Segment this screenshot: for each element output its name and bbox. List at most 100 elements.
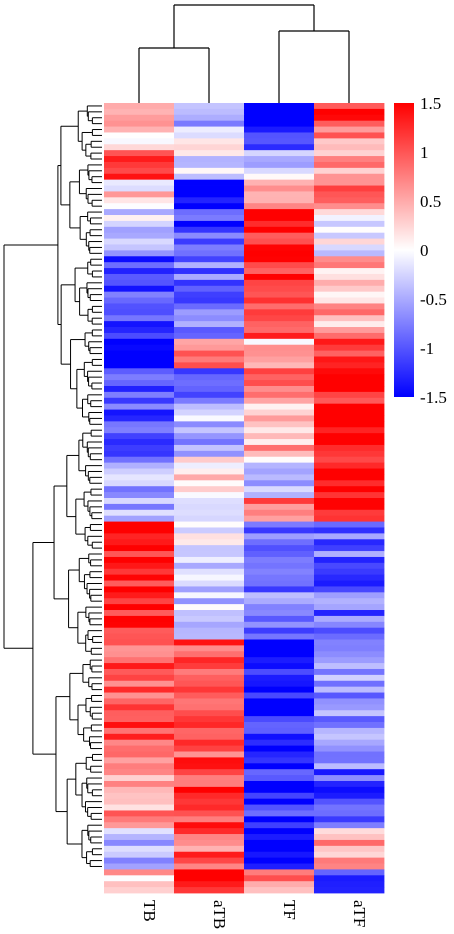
heatmap-cell — [314, 739, 385, 747]
heatmap-cell — [174, 103, 245, 110]
heatmap-cell — [244, 834, 315, 841]
heatmap-cell — [174, 633, 245, 640]
heatmap-cell — [244, 663, 315, 670]
heatmap-cell — [244, 615, 315, 623]
heatmap-cell — [314, 185, 385, 192]
heatmap-cell — [314, 362, 385, 369]
heatmap-cell — [174, 474, 245, 481]
heatmap-cell — [174, 309, 245, 316]
heatmap-cell — [104, 468, 175, 475]
heatmap-cell — [174, 804, 245, 811]
heatmap-cell — [174, 315, 245, 322]
heatmap-cell — [314, 598, 385, 605]
heatmap-cell — [104, 279, 175, 287]
heatmap-cell — [174, 250, 245, 257]
heatmap-cell — [104, 226, 175, 234]
heatmap-cell — [314, 315, 385, 322]
heatmap-cell — [244, 209, 315, 216]
heatmap-cell — [314, 332, 385, 340]
heatmap-cell — [104, 238, 175, 245]
heatmap-cell — [314, 144, 385, 151]
heatmap-cell — [244, 444, 315, 452]
heatmap-cell — [174, 409, 245, 416]
heatmap-cell — [104, 562, 175, 570]
heatmap-cell — [104, 786, 175, 794]
heatmap-cell — [314, 161, 385, 169]
heatmap-cell — [314, 834, 385, 841]
heatmap-cell — [244, 262, 315, 269]
heatmap-cell — [174, 185, 245, 192]
heatmap-cell — [244, 409, 315, 416]
heatmap-cell — [174, 356, 245, 363]
heatmap-cell — [244, 816, 315, 823]
heatmap-cell — [244, 621, 315, 629]
heatmap-cell — [314, 509, 385, 517]
heatmap-cell — [174, 362, 245, 369]
heatmap-cell — [104, 362, 175, 369]
heatmap-cell — [174, 533, 245, 540]
heatmap-cell — [174, 297, 245, 304]
heatmap-cell — [314, 816, 385, 823]
heatmap-cell — [244, 250, 315, 257]
heatmap-cell — [244, 863, 315, 870]
heatmap-cell — [104, 391, 175, 399]
heatmap-cell — [174, 114, 245, 122]
heatmap-cell — [174, 161, 245, 169]
heatmap-cell — [314, 503, 385, 511]
heatmap-cell — [174, 285, 245, 293]
heatmap-cell — [174, 763, 245, 770]
heatmap-cell — [314, 810, 385, 817]
heatmap-cell — [104, 439, 175, 446]
column-label: TB — [140, 900, 159, 922]
heatmap-cell — [314, 804, 385, 811]
heatmap-cell — [314, 114, 385, 122]
heatmap-cell — [244, 503, 315, 511]
heatmap-cell — [174, 444, 245, 452]
heatmap-cell — [244, 692, 315, 699]
heatmap-cell — [244, 332, 315, 340]
heatmap-cell — [244, 391, 315, 399]
heatmap-cell — [174, 368, 245, 375]
heatmap-cell — [104, 698, 175, 705]
heatmap-cell — [244, 350, 315, 357]
heatmap-cell — [174, 350, 245, 357]
heatmap-cell — [314, 828, 385, 835]
heatmap-cell — [174, 786, 245, 794]
heatmap-cell — [314, 651, 385, 658]
heatmap-cell — [174, 739, 245, 747]
heatmap-cell — [104, 462, 175, 469]
heatmap-cell — [244, 380, 315, 387]
heatmap-cell — [244, 545, 315, 552]
heatmap-cell — [314, 232, 385, 239]
heatmap-cell — [314, 374, 385, 381]
heatmap-cell — [314, 350, 385, 357]
heatmap-cell — [244, 716, 315, 723]
heatmap-cell — [174, 551, 245, 558]
heatmap-cell — [104, 692, 175, 699]
heatmap-cell — [244, 645, 315, 652]
heatmap-cell — [174, 291, 245, 298]
heatmap-cell — [174, 244, 245, 251]
heatmap-cell — [314, 209, 385, 216]
heatmap-cell — [174, 851, 245, 859]
heatmap-cell — [174, 332, 245, 340]
heatmap-cell — [104, 733, 175, 741]
heatmap-cell — [244, 633, 315, 640]
heatmap-cell — [244, 297, 315, 304]
heatmap-cell — [104, 415, 175, 422]
heatmap-cell — [314, 444, 385, 452]
heatmap-cell — [314, 291, 385, 298]
heatmap-cell — [174, 692, 245, 699]
heatmap-cell — [174, 338, 245, 346]
heatmap-cell — [244, 869, 315, 876]
heatmap-cell — [244, 138, 315, 145]
heatmap-cell — [174, 421, 245, 428]
heatmap-cell — [314, 533, 385, 540]
heatmap-cell — [314, 486, 385, 493]
heatmap-cell — [104, 804, 175, 811]
heatmap-cell — [314, 627, 385, 634]
heatmap-cell — [244, 226, 315, 234]
heatmap-cell — [174, 769, 245, 776]
heatmap-cell — [104, 232, 175, 239]
heatmap-cell — [174, 545, 245, 552]
